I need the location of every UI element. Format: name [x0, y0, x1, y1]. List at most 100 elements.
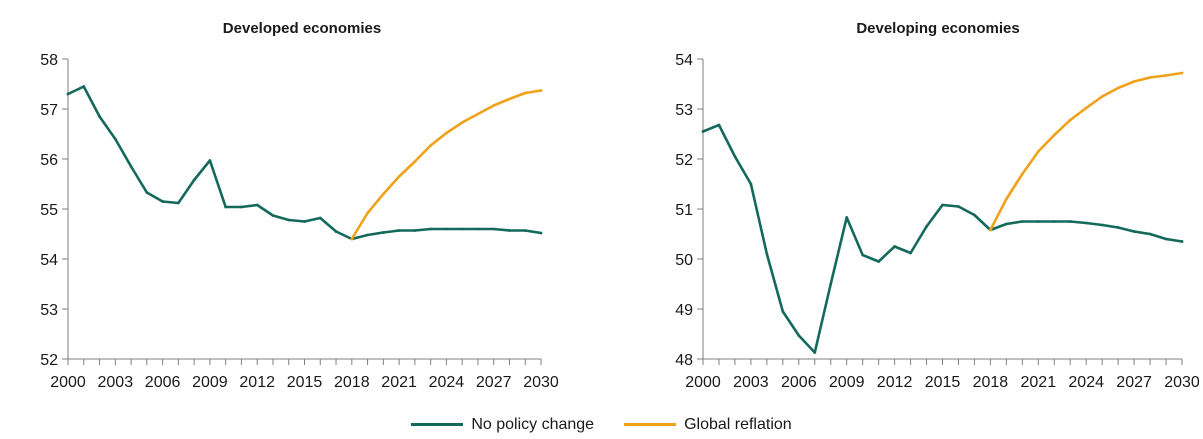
data-point-no-policy-change [765, 252, 769, 256]
panel-developed-economies: Developed economies 52 53 54 55 56 57 58 2000 200… [40, 20, 559, 391]
data-point-no-policy-change [733, 155, 737, 158]
x-tick-label: 2024 [1068, 374, 1104, 391]
data-point-no-policy-change [925, 225, 928, 228]
data-point-no-policy-change [287, 218, 291, 222]
data-point-no-policy-change [113, 137, 117, 141]
data-point-no-policy-change [1036, 220, 1040, 223]
data-point-no-policy-change [176, 201, 180, 205]
y-tick-label: 51 [675, 202, 693, 219]
x-tick-label: 2006 [781, 374, 817, 391]
y-tick-label: 58 [40, 52, 58, 69]
data-point-no-policy-change [255, 203, 259, 207]
x-tick-label: 2000 [50, 374, 86, 391]
data-point-no-policy-change [797, 334, 801, 337]
data-point-no-policy-change [66, 92, 70, 96]
data-point-global-reflation [476, 112, 480, 116]
series-line-global-reflation-developing [989, 71, 1184, 232]
data-point-no-policy-change [539, 231, 543, 235]
data-point-no-policy-change [1084, 221, 1088, 225]
data-point-no-policy-change [224, 205, 228, 209]
data-point-no-policy-change [318, 216, 322, 220]
data-point-global-reflation [508, 97, 511, 101]
series-line-no-policy-change-developed [66, 85, 543, 241]
x-tick-label: 2003 [733, 374, 769, 391]
x-tick-label: 2012 [239, 374, 275, 391]
legend-swatch-global-reflation [624, 423, 677, 426]
x-tick-label: 2000 [685, 374, 721, 391]
y-tick-label: 57 [40, 102, 58, 119]
legend-item-no-policy-change: No policy change [411, 416, 594, 434]
data-point-no-policy-change [271, 214, 275, 217]
y-tick-label: 52 [40, 352, 58, 369]
data-point-no-policy-change [413, 229, 417, 232]
data-point-no-policy-change [1100, 223, 1104, 227]
data-point-no-policy-change [829, 282, 833, 286]
data-point-no-policy-change [445, 227, 448, 231]
data-point-global-reflation [539, 89, 543, 92]
x-tick-label: 2015 [925, 374, 961, 391]
data-point-global-reflation [1164, 74, 1168, 77]
data-point-global-reflation [460, 121, 464, 124]
y-tick-label: 49 [675, 302, 693, 319]
x-tick-label: 2006 [145, 374, 181, 391]
data-point-global-reflation [429, 144, 433, 147]
data-point-no-policy-change [240, 205, 243, 209]
legend-item-global-reflation: Global reflation [624, 416, 792, 434]
data-point-no-policy-change [523, 229, 527, 232]
chart-title-developing: Developing economies [856, 20, 1019, 37]
x-tick-label: 2012 [877, 374, 913, 391]
data-point-global-reflation [1116, 86, 1120, 90]
data-point-no-policy-change [381, 231, 385, 234]
data-point-global-reflation [1084, 106, 1088, 110]
data-point-no-policy-change [909, 251, 912, 255]
data-point-no-policy-change [1052, 220, 1056, 223]
chart-canvas: Developed economies 52 53 54 55 56 57 58 2000 200… [40, 20, 1200, 391]
y-tick-label: 55 [40, 202, 58, 219]
data-point-global-reflation [492, 104, 496, 107]
data-point-no-policy-change [492, 227, 496, 231]
data-point-no-policy-change [161, 200, 165, 203]
data-point-no-policy-change [1068, 220, 1072, 223]
legend-swatch-no-policy-change [411, 423, 464, 426]
data-point-no-policy-change [1132, 230, 1136, 233]
data-point-no-policy-change [861, 253, 865, 257]
data-point-no-policy-change [781, 310, 785, 313]
data-point-no-policy-change [145, 191, 149, 194]
data-point-global-reflation [1036, 150, 1040, 153]
data-point-no-policy-change [941, 203, 944, 207]
data-point-global-reflation [366, 211, 369, 215]
data-point-no-policy-change [957, 205, 960, 208]
series-line-no-policy-change-developing [701, 123, 1184, 354]
data-point-global-reflation [1004, 197, 1008, 201]
data-point-no-policy-change [1020, 220, 1024, 223]
data-point-global-reflation [523, 91, 527, 95]
x-tick-label: 2003 [98, 374, 134, 391]
data-point-no-policy-change [1148, 232, 1152, 236]
data-point-global-reflation [445, 131, 448, 135]
panel-developing-economies: Developing economies 48 49 50 51 52 53 54 2000 20… [675, 20, 1200, 391]
y-tick-label: 48 [675, 352, 693, 369]
y-tick-label: 54 [675, 52, 693, 69]
data-point-no-policy-change [82, 85, 86, 88]
x-tick-label: 2018 [973, 374, 1009, 391]
y-tick-label: 54 [40, 252, 58, 269]
x-tick-label: 2027 [476, 374, 512, 391]
y-tick-label: 53 [40, 302, 58, 319]
data-point-no-policy-change [845, 216, 849, 219]
x-tick-label: 2009 [192, 374, 228, 391]
data-point-no-policy-change [508, 229, 511, 232]
data-point-no-policy-change [893, 245, 896, 248]
y-tick-label: 52 [675, 152, 693, 169]
data-point-no-policy-change [1004, 222, 1008, 226]
x-tick-label: 2021 [381, 374, 417, 391]
data-point-global-reflation [381, 192, 385, 196]
data-point-no-policy-change [397, 229, 401, 232]
data-point-global-reflation [989, 228, 992, 232]
data-point-no-policy-change [334, 230, 338, 233]
data-point-no-policy-change [701, 130, 705, 133]
x-tick-label: 2009 [829, 374, 865, 391]
data-point-global-reflation [1132, 80, 1136, 83]
data-point-no-policy-change [208, 159, 212, 162]
data-point-global-reflation [1180, 71, 1184, 75]
